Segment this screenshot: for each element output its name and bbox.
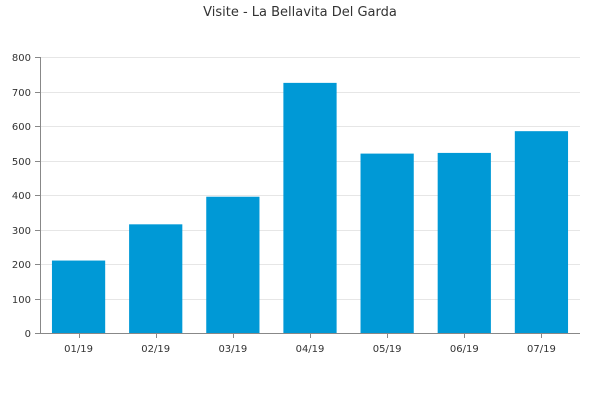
x-tick-label: 01/19	[64, 344, 93, 355]
bar	[360, 153, 414, 333]
bar	[206, 196, 260, 333]
bar	[51, 260, 106, 333]
y-tick-label: 700	[12, 88, 31, 99]
x-tick-label: 03/19	[218, 344, 247, 355]
bar	[283, 82, 337, 333]
x-tick-label: 02/19	[141, 344, 170, 355]
y-tick-label: 300	[12, 226, 31, 237]
bar	[129, 224, 183, 333]
x-tick-label: 04/19	[296, 344, 325, 355]
y-tick-labels: 0 100 200 300 400 500 600 700 800	[12, 53, 31, 340]
x-tick-label: 06/19	[450, 344, 479, 355]
y-tick-label: 200	[12, 260, 31, 271]
y-tick-label: 600	[12, 122, 31, 133]
y-tick-label: 500	[12, 157, 31, 168]
bars	[51, 82, 569, 333]
x-tick-labels: 01/19 02/19 03/19 04/19 05/19 06/19 07/19	[64, 344, 556, 355]
bar	[514, 131, 569, 333]
bar	[437, 152, 491, 333]
y-tick-label: 800	[12, 53, 31, 64]
x-tick-label: 05/19	[373, 344, 402, 355]
y-tick-label: 100	[12, 295, 31, 306]
x-tick-label: 07/19	[527, 344, 556, 355]
y-tick-label: 400	[12, 191, 31, 202]
axes	[35, 57, 580, 338]
chart-title: Visite - La Bellavita Del Garda	[203, 5, 397, 20]
y-tick-label: 0	[25, 329, 31, 340]
